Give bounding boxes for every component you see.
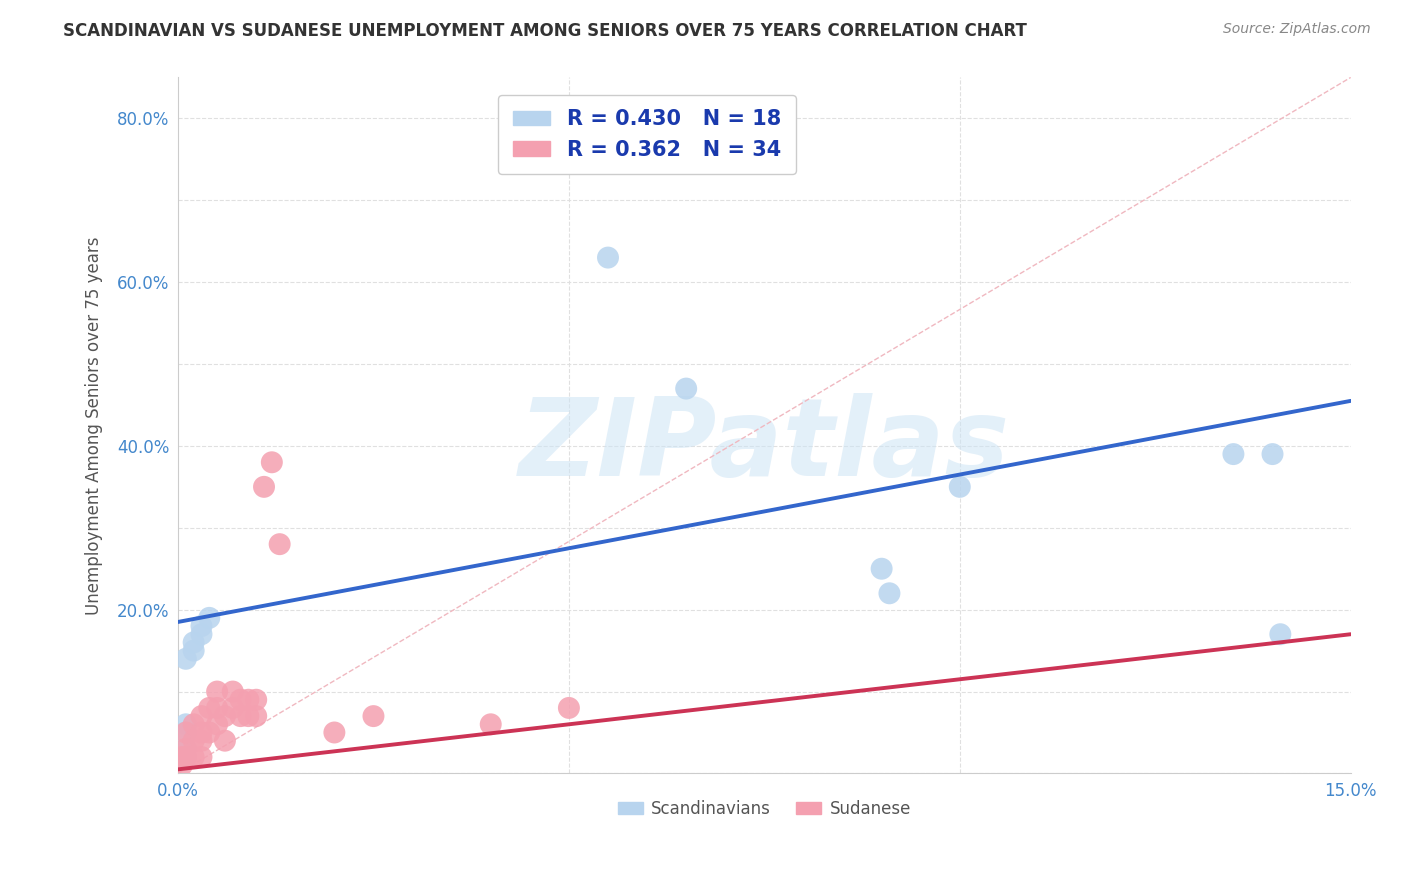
Point xyxy=(1270,627,1292,641)
Point xyxy=(269,537,291,551)
Point xyxy=(198,725,221,739)
Point xyxy=(323,725,346,739)
Point xyxy=(558,701,581,715)
Point xyxy=(238,692,260,706)
Point xyxy=(174,750,197,764)
Point xyxy=(190,709,212,723)
Y-axis label: Unemployment Among Seniors over 75 years: Unemployment Among Seniors over 75 years xyxy=(86,236,103,615)
Point xyxy=(170,750,193,764)
Point xyxy=(183,733,205,747)
Point xyxy=(174,717,197,731)
Point xyxy=(190,733,212,747)
Point xyxy=(229,709,252,723)
Point xyxy=(479,717,502,731)
Point xyxy=(174,742,197,756)
Point xyxy=(205,717,228,731)
Point xyxy=(183,635,205,649)
Text: Source: ZipAtlas.com: Source: ZipAtlas.com xyxy=(1223,22,1371,37)
Point xyxy=(183,717,205,731)
Point xyxy=(174,725,197,739)
Point xyxy=(174,725,197,739)
Point xyxy=(174,652,197,666)
Point xyxy=(198,701,221,715)
Point xyxy=(205,684,228,698)
Text: ZIPatlas: ZIPatlas xyxy=(519,393,1010,500)
Point xyxy=(245,692,267,706)
Point xyxy=(1222,447,1244,461)
Point xyxy=(879,586,901,600)
Point xyxy=(190,619,212,633)
Point xyxy=(190,725,212,739)
Legend: Scandinavians, Sudanese: Scandinavians, Sudanese xyxy=(612,793,918,824)
Point xyxy=(183,750,205,764)
Point xyxy=(675,382,697,396)
Point xyxy=(174,742,197,756)
Point xyxy=(190,627,212,641)
Text: SCANDINAVIAN VS SUDANESE UNEMPLOYMENT AMONG SENIORS OVER 75 YEARS CORRELATION CH: SCANDINAVIAN VS SUDANESE UNEMPLOYMENT AM… xyxy=(63,22,1028,40)
Point xyxy=(1261,447,1284,461)
Point xyxy=(222,684,245,698)
Point xyxy=(198,611,221,625)
Point xyxy=(229,692,252,706)
Point xyxy=(222,701,245,715)
Point xyxy=(245,709,267,723)
Point xyxy=(596,251,619,265)
Point xyxy=(170,758,193,772)
Point xyxy=(214,709,236,723)
Point xyxy=(363,709,385,723)
Point xyxy=(205,701,228,715)
Point xyxy=(214,733,236,747)
Point xyxy=(949,480,972,494)
Point xyxy=(190,750,212,764)
Point xyxy=(238,709,260,723)
Point xyxy=(174,750,197,764)
Point xyxy=(183,643,205,657)
Point xyxy=(260,455,283,469)
Point xyxy=(870,562,893,576)
Point xyxy=(253,480,276,494)
